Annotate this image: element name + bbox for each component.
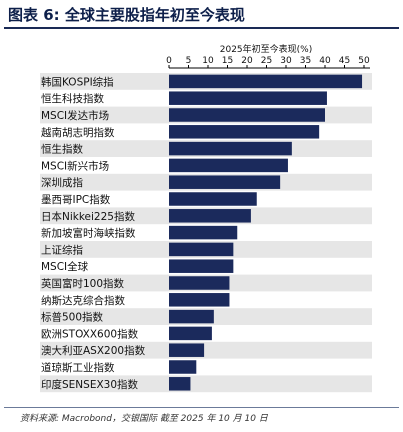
bar <box>169 91 327 105</box>
bar <box>169 309 214 324</box>
row-stripe <box>40 341 372 359</box>
bar <box>169 192 257 206</box>
category-label: 韩国KOSPI综指 <box>41 75 114 88</box>
category-label: MSCI新兴市场 <box>41 159 109 172</box>
bar <box>169 74 363 89</box>
figure-title: 图表 6: 全球主要股指年初至今表现 <box>8 6 245 24</box>
category-label: 恒生科技指数 <box>41 92 104 105</box>
category-label: 上证综指 <box>41 243 83 256</box>
x-tick-label: 40 <box>319 56 331 66</box>
bar <box>169 377 191 391</box>
bar <box>169 360 197 374</box>
x-tick-label: 45 <box>339 56 350 66</box>
bar <box>169 158 288 173</box>
category-label: 印度SENSEX30指数 <box>41 378 139 391</box>
row-stripe <box>40 375 372 393</box>
footnote-rule <box>4 407 399 408</box>
bar <box>169 108 325 122</box>
category-label: 深圳成指 <box>41 176 83 189</box>
category-label: 越南胡志明指数 <box>41 126 115 139</box>
bar <box>169 326 212 341</box>
x-tick-label: 35 <box>300 56 311 66</box>
category-label: 纳斯达克综合指数 <box>41 294 125 307</box>
category-label: 英国富时100指数 <box>41 277 125 290</box>
category-label: MSCI全球 <box>41 260 89 273</box>
x-tick-label: 0 <box>166 56 172 66</box>
footnote: 资料来源: Macrobond，交银国际 截至 2025 年 10 月 10 日 <box>20 414 268 424</box>
bar <box>169 293 230 307</box>
category-label: 澳大利亚ASX200指数 <box>41 344 146 357</box>
bar <box>169 141 292 156</box>
x-tick-label: 5 <box>186 56 192 66</box>
category-label: 标普500指数 <box>41 311 104 324</box>
bar <box>169 209 251 223</box>
category-label: 新加坡富时海峡指数 <box>41 227 136 240</box>
bar <box>169 343 205 357</box>
category-label: 日本Nikkei225指数 <box>41 210 135 223</box>
bar <box>169 125 320 139</box>
category-label: 墨西哥IPC指数 <box>41 193 111 206</box>
title-rule <box>4 27 399 29</box>
bar <box>169 175 281 189</box>
x-tick-label: 15 <box>222 56 233 66</box>
x-tick-label: 50 <box>358 56 370 66</box>
category-label: 恒生指数 <box>41 143 83 156</box>
bar <box>169 225 238 240</box>
category-label: MSCI发达市场 <box>41 109 109 122</box>
bar <box>169 242 234 257</box>
bar <box>169 276 230 290</box>
x-tick-label: 30 <box>280 56 292 66</box>
category-label: 欧洲STOXX600指数 <box>41 327 139 340</box>
chart-title: 2025年初至今表现(%) <box>220 43 312 55</box>
bar <box>169 259 234 273</box>
category-label: 道琼斯工业指数 <box>41 361 115 374</box>
x-tick-label: 20 <box>241 56 253 66</box>
x-tick-label: 10 <box>202 56 214 66</box>
x-tick-label: 25 <box>261 56 272 66</box>
